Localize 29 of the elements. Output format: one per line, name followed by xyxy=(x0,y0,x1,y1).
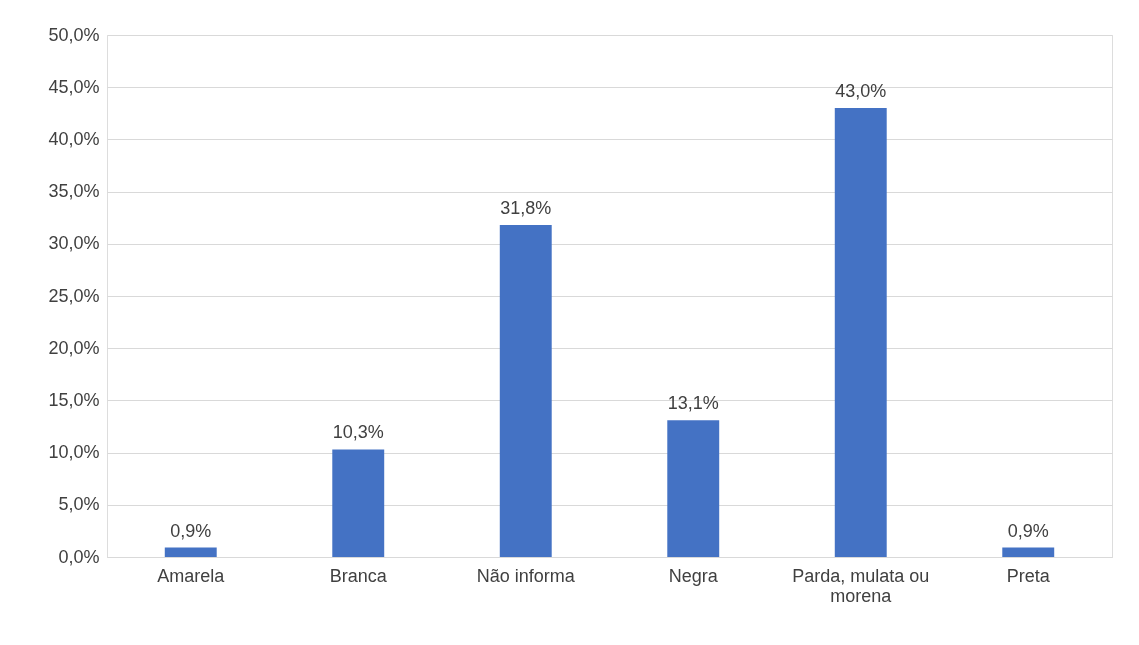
bar xyxy=(499,225,552,557)
x-tick-label: Amarela xyxy=(157,565,226,586)
y-tick-label: 45,0% xyxy=(48,76,100,97)
bar xyxy=(332,449,385,557)
data-label: 13,1% xyxy=(667,393,719,414)
data-label: 10,3% xyxy=(332,422,384,443)
y-tick-label: 0,0% xyxy=(58,546,100,567)
bar xyxy=(1002,547,1055,557)
y-tick-label: 20,0% xyxy=(48,337,100,358)
data-label: 31,8% xyxy=(500,198,552,219)
y-tick-label: 35,0% xyxy=(48,181,100,202)
bar xyxy=(834,108,887,557)
bar xyxy=(667,420,720,557)
y-tick-label: 25,0% xyxy=(48,285,100,306)
x-tick-label: Não informa xyxy=(476,565,576,586)
data-label: 0,9% xyxy=(170,520,212,541)
data-label: 0,9% xyxy=(1007,520,1049,541)
y-tick-label: 40,0% xyxy=(48,128,100,149)
y-tick-label: 15,0% xyxy=(48,389,100,410)
y-tick-label: 10,0% xyxy=(48,442,100,463)
x-tick-label: Preta xyxy=(1006,565,1051,586)
y-tick-label: 30,0% xyxy=(48,233,100,254)
y-tick-label: 5,0% xyxy=(58,494,100,515)
y-tick-label: 50,0% xyxy=(48,24,100,45)
x-tick-label: Parda, mulata ou morena xyxy=(792,565,930,606)
x-tick-label: Negra xyxy=(668,565,719,586)
x-tick-label: Branca xyxy=(329,565,388,586)
bar xyxy=(164,547,217,557)
data-label: 43,0% xyxy=(835,81,887,102)
